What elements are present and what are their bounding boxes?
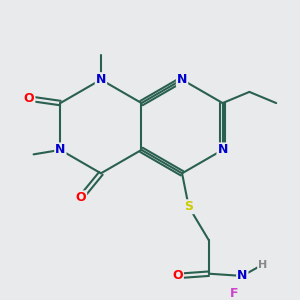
Text: N: N — [218, 143, 228, 156]
Text: N: N — [55, 143, 65, 156]
Text: N: N — [96, 73, 106, 86]
Text: F: F — [230, 287, 238, 300]
Text: H: H — [258, 260, 267, 270]
Text: O: O — [76, 191, 86, 204]
Text: N: N — [177, 73, 187, 86]
Text: O: O — [24, 92, 34, 105]
Text: S: S — [184, 200, 193, 213]
Text: O: O — [172, 269, 183, 282]
Text: N: N — [237, 269, 247, 282]
